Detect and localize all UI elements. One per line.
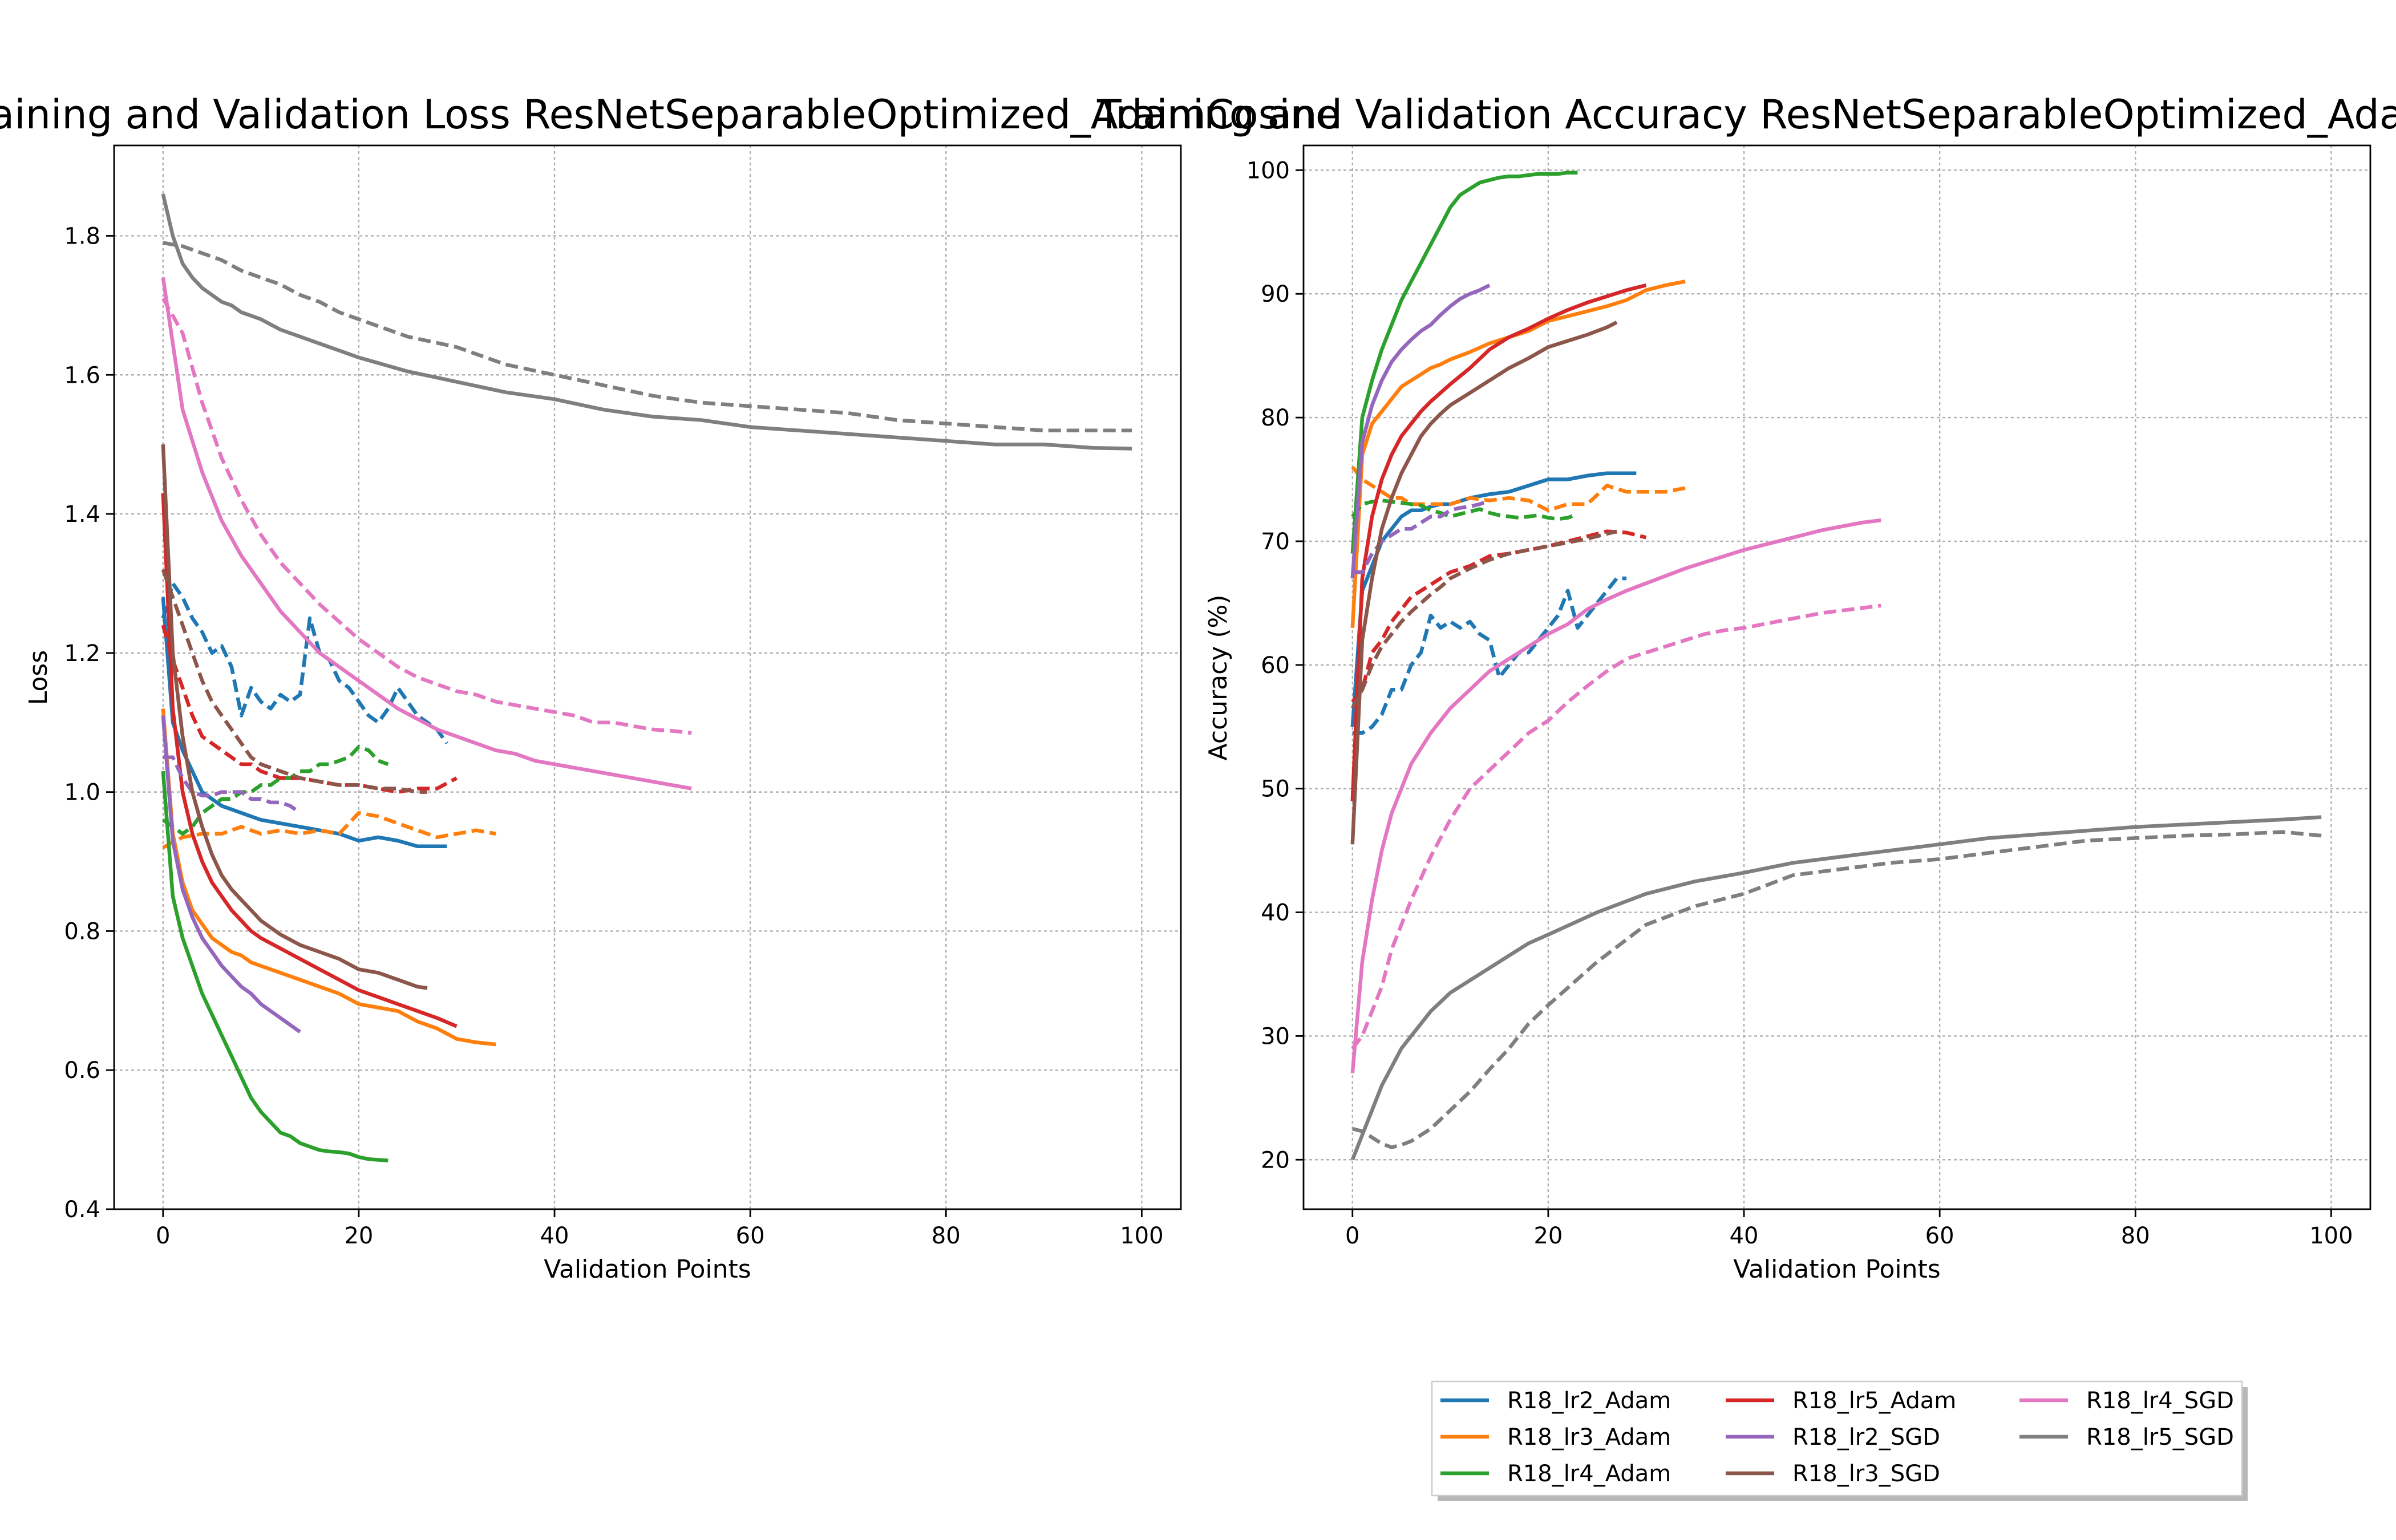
loss-series-r18-lr3-sgd-validation [161,569,427,794]
accuracy-series-r18-lr5-adam-training [1350,283,1647,801]
accuracy-x-tick-label: 40 [1730,1223,1759,1249]
loss-series-r18-lr5-sgd-validation [163,241,1132,433]
accuracy-chart-frame [1302,144,2371,1210]
loss-series-r18-lr4-adam-validation [161,745,389,836]
accuracy-y-tick-label: 40 [1261,900,1290,926]
accuracy-y-tick-label: 100 [1246,157,1290,184]
loss-series-r18-lr3-sgd-training [161,444,428,990]
legend-label-r18-lr2-sgd: R18_lr2_SGD [1792,1424,1940,1450]
loss-chart: Training and Validation Loss ResNetSepar… [0,91,1340,1284]
accuracy-y-tick-label: 90 [1261,281,1290,307]
loss-y-tick-label: 0.6 [64,1057,100,1084]
loss-series-r18-lr5-adam-training [161,493,458,1028]
accuracy-chart-grid [1304,145,2370,1209]
loss-chart-y-label: Loss [24,650,53,706]
legend-entries: R18_lr2_Adam R18_lr3_Adam R18_lr4_Adam R18_… [1440,1388,2234,1487]
accuracy-x-tick-label: 100 [2309,1223,2353,1249]
loss-series-r18-lr5-sgd-training [161,193,1132,451]
loss-chart-y-axis: 0.4 0.6 0.8 1.0 1.2 1.4 1.6 1.8 [64,223,114,1223]
loss-y-tick-label: 1.8 [64,223,100,249]
accuracy-series-r18-lr3-sgd-training [1350,321,1618,845]
accuracy-y-tick-label: 80 [1261,405,1290,431]
legend-label-r18-lr2-adam: R18_lr2_Adam [1507,1388,1671,1414]
loss-series-r18-lr4-adam-training [161,771,388,1162]
accuracy-series-r18-lr3-sgd-validation [1350,529,1617,710]
legend-label-r18-lr5-adam: R18_lr5_Adam [1792,1388,1956,1414]
loss-series-r18-lr2-sgd-validation [163,755,301,814]
accuracy-x-tick-label: 60 [1925,1223,1954,1249]
loss-chart-title: Training and Validation Loss ResNetSepar… [0,91,1340,138]
loss-chart-x-label: Validation Points [544,1255,751,1284]
legend: R18_lr2_Adam R18_lr3_Adam R18_lr4_Adam R18_… [1431,1380,2248,1501]
loss-y-tick-label: 0.8 [64,918,100,945]
accuracy-chart-y-axis: 20 30 40 50 60 70 80 90 100 [1246,157,1304,1173]
legend-label-r18-lr4-sgd: R18_lr4_SGD [2086,1388,2234,1414]
loss-chart-x-axis: 0 20 40 60 80 100 [156,1209,1164,1249]
accuracy-chart-x-label: Validation Points [1733,1255,1940,1284]
loss-series-r18-lr2-sgd-training [161,715,301,1034]
accuracy-series-r18-lr3-adam-training [1350,279,1686,628]
loss-series-r18-lr5-adam-validation [161,625,458,794]
accuracy-y-tick-label: 30 [1261,1023,1290,1049]
accuracy-series-r18-lr4-adam-training [1350,171,1578,554]
loss-x-tick-label: 60 [736,1223,765,1249]
accuracy-series-r18-lr5-sgd-training [1350,815,2322,1161]
accuracy-series-r18-lr3-adam-validation [1351,465,1686,512]
accuracy-y-tick-label: 50 [1261,776,1290,803]
loss-y-tick-label: 1.0 [64,780,100,806]
accuracy-chart: Training and Validation Accuracy ResNetS… [1096,91,2396,1284]
loss-series-r18-lr4-sgd-training [161,277,692,791]
accuracy-chart-y-label: Accuracy (%) [1204,594,1233,760]
loss-x-tick-label: 100 [1120,1223,1163,1249]
accuracy-chart-title: Training and Validation Accuracy ResNetS… [1096,91,2396,138]
accuracy-series-r18-lr5-adam-validation [1351,529,1647,703]
loss-x-tick-label: 40 [540,1223,569,1249]
loss-series-r18-lr2-adam-validation [161,581,448,745]
legend-box [1431,1380,2243,1497]
loss-y-tick-label: 1.6 [64,362,100,388]
accuracy-y-tick-label: 20 [1261,1147,1290,1173]
accuracy-series-r18-lr2-sgd-training [1350,283,1491,579]
accuracy-x-tick-label: 0 [1345,1223,1359,1249]
accuracy-x-tick-label: 80 [2121,1223,2150,1249]
loss-y-tick-label: 1.2 [64,641,100,667]
loss-chart-frame [113,144,1182,1210]
accuracy-series-r18-lr4-sgd-training [1350,518,1881,1073]
accuracy-y-tick-label: 60 [1261,653,1290,679]
loss-x-tick-label: 80 [932,1223,961,1249]
loss-series-r18-lr2-adam-training [161,597,447,848]
legend-label-r18-lr5-sgd: R18_lr5_SGD [2086,1424,2234,1450]
accuracy-chart-series [1350,171,2322,1161]
loss-x-tick-label: 20 [344,1223,373,1249]
accuracy-chart-x-axis: 0 20 40 60 80 100 [1345,1209,2353,1249]
loss-y-tick-label: 1.4 [64,501,100,528]
loss-series-r18-lr4-sgd-validation [161,297,692,735]
legend-label-r18-lr3-sgd: R18_lr3_SGD [1792,1461,1940,1487]
legend-label-r18-lr4-adam: R18_lr4_Adam [1507,1461,1671,1487]
loss-chart-series [161,193,1132,1162]
loss-y-tick-label: 0.4 [64,1197,100,1223]
loss-series-r18-lr3-adam-validation [162,810,496,849]
loss-series-r18-lr3-adam-training [161,708,496,1047]
legend-label-r18-lr3-adam: R18_lr3_Adam [1507,1424,1671,1450]
loss-x-tick-label: 0 [156,1223,170,1249]
accuracy-y-tick-label: 70 [1261,529,1290,555]
accuracy-series-r18-lr2-adam-validation [1352,576,1627,735]
accuracy-series-r18-lr4-sgd-validation [1351,603,1881,1050]
accuracy-x-tick-label: 20 [1533,1223,1563,1249]
